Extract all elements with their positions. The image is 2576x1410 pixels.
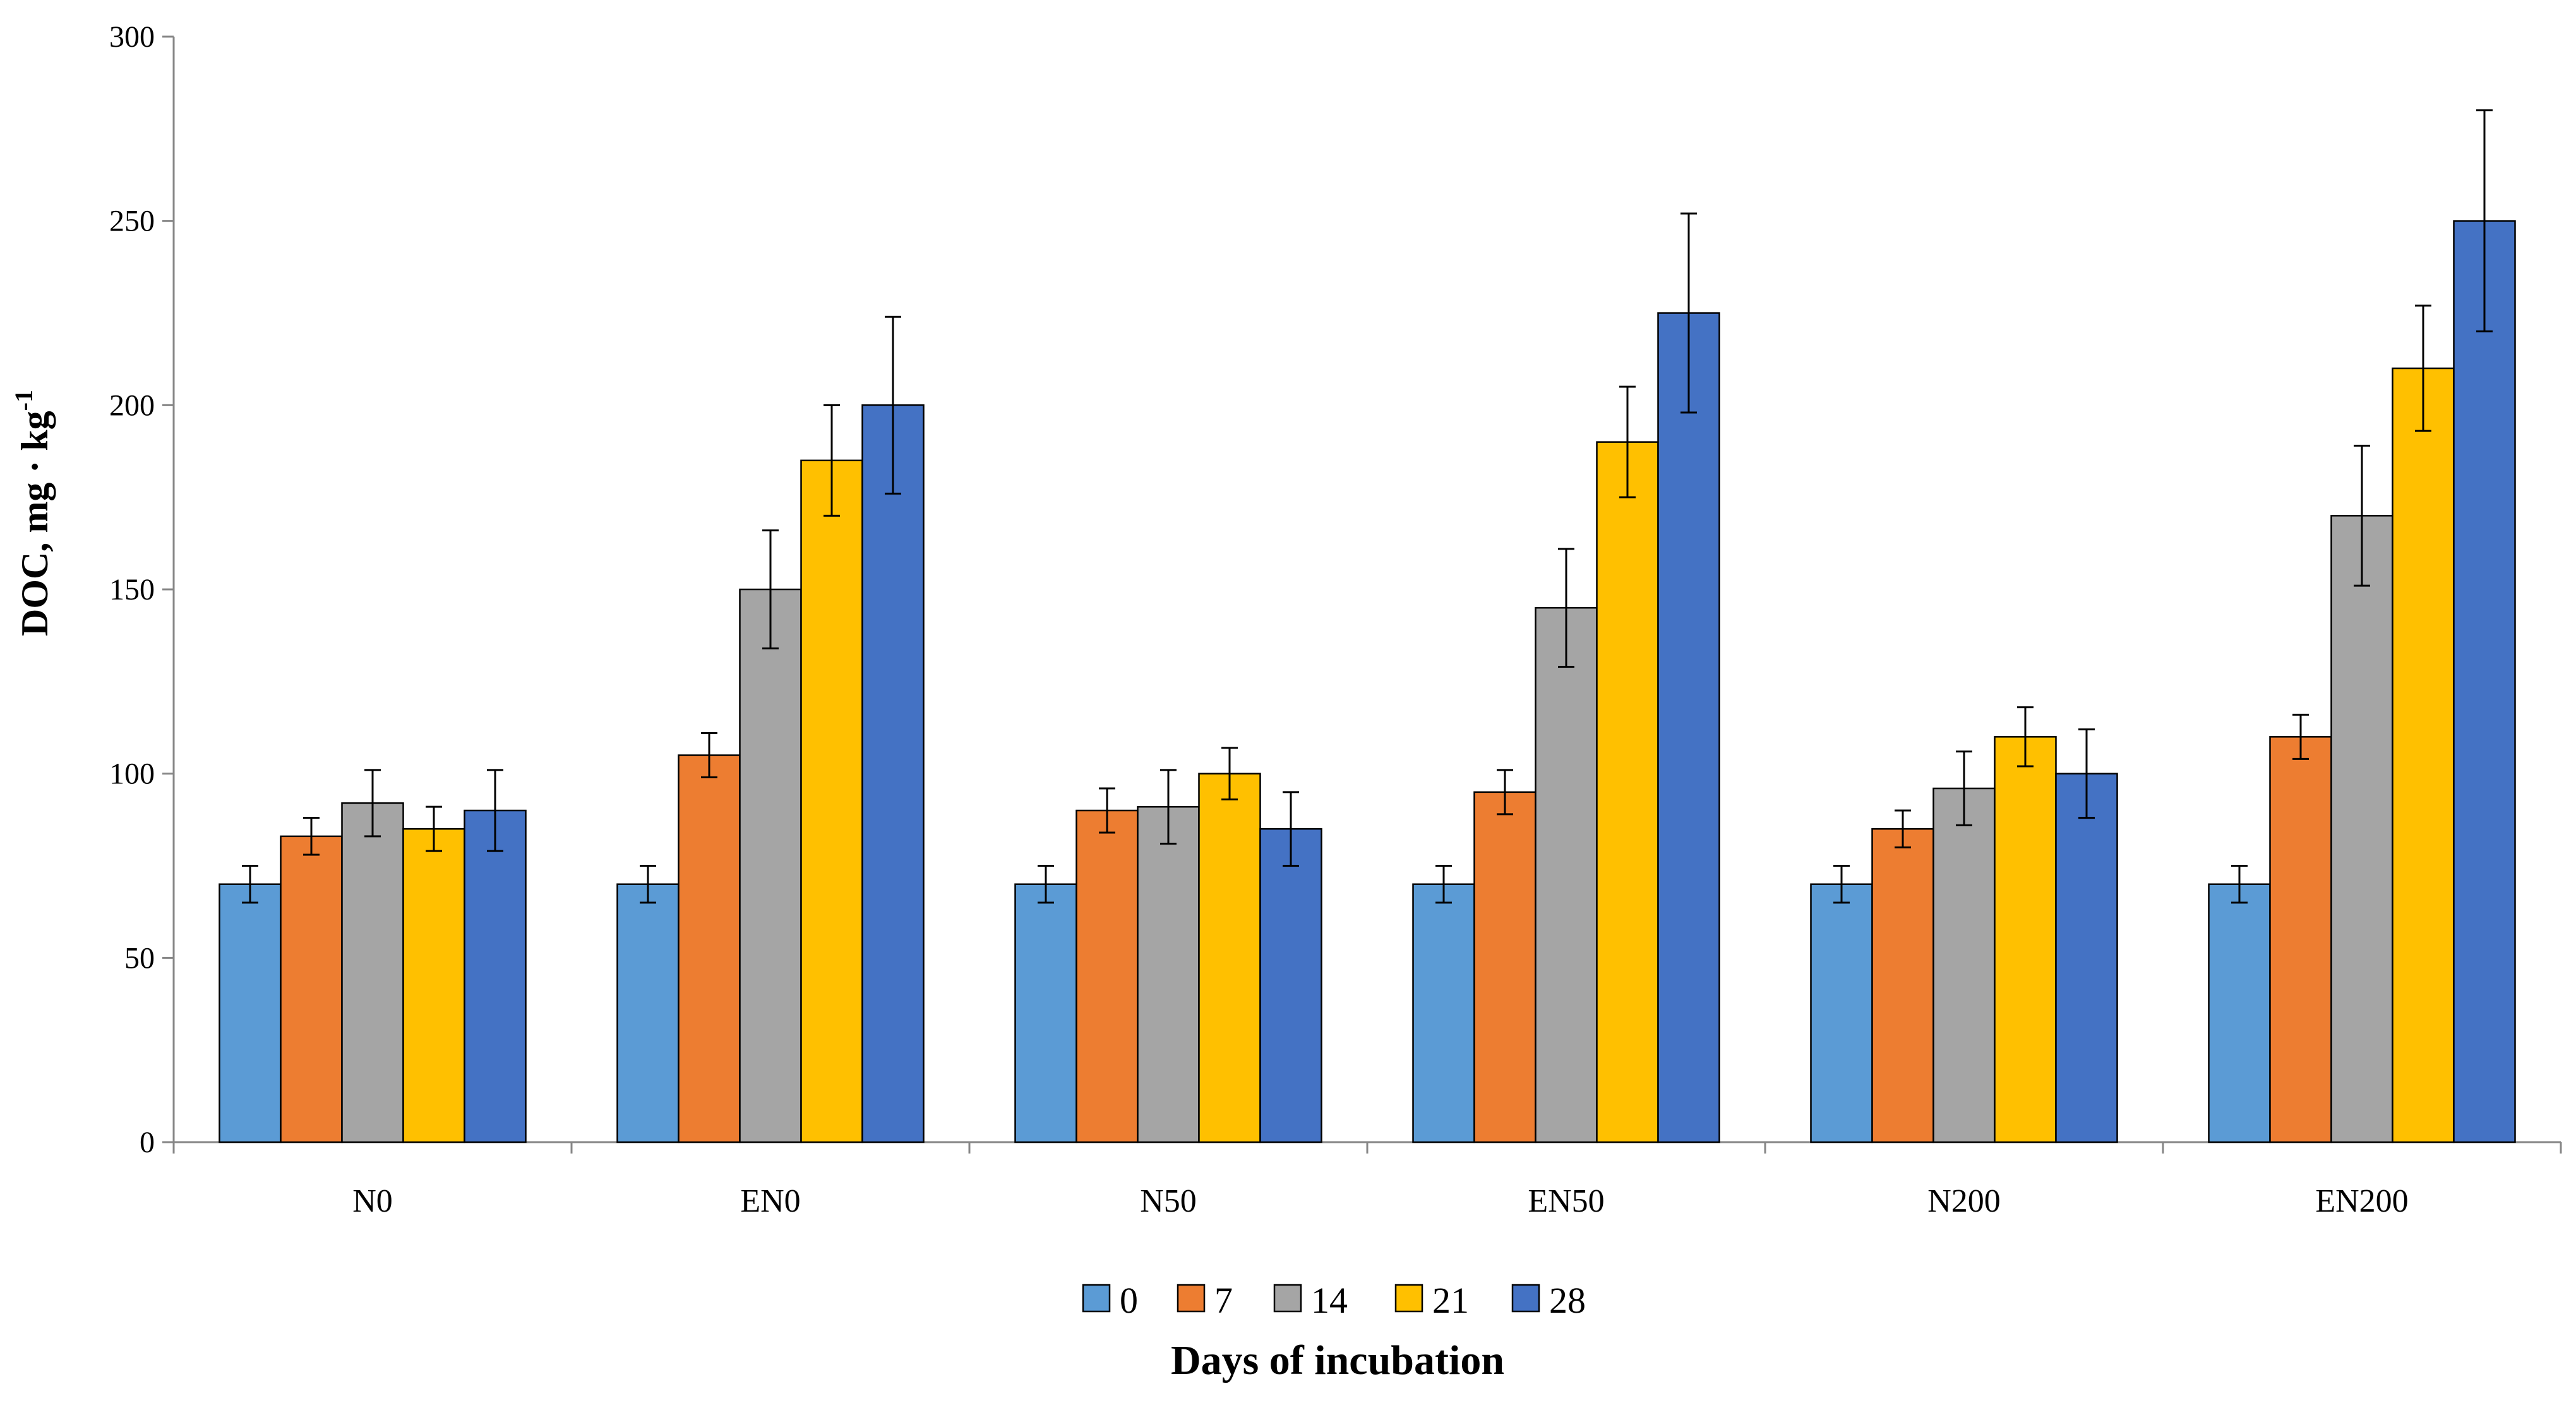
error-bar-N0-day0 xyxy=(242,865,258,904)
legend-swatch xyxy=(1273,1284,1302,1313)
error-bar-EN0-day0 xyxy=(640,865,656,904)
bars-layer xyxy=(219,220,2516,1143)
error-bar-EN50-day7 xyxy=(1497,769,1513,816)
error-bar-N50-day28 xyxy=(1283,791,1299,867)
error-bar-N0-day14 xyxy=(364,769,381,838)
legend-label: 7 xyxy=(1214,1280,1233,1321)
error-bar-EN0-day21 xyxy=(824,404,840,517)
bar-EN50-day21 xyxy=(1596,441,1659,1143)
bar-EN200-day28 xyxy=(2453,220,2516,1143)
y-tick-label: 250 xyxy=(109,205,155,238)
legend-item-day14: 14 xyxy=(1273,1280,1348,1321)
bar-N200-day7 xyxy=(1871,828,1934,1143)
y-axis-title: DOC, mg · kg-1 xyxy=(9,390,56,636)
x-axis-title: Days of incubation xyxy=(1171,1337,1504,1383)
bar-EN0-day14 xyxy=(739,588,802,1143)
error-bar-EN50-day14 xyxy=(1558,548,1574,668)
error-bar-N50-day0 xyxy=(1038,865,1054,904)
bar-EN0-day7 xyxy=(678,754,741,1143)
bar-EN200-day0 xyxy=(2208,883,2271,1143)
error-bar-N50-day21 xyxy=(1221,747,1238,800)
bar-EN50-day7 xyxy=(1473,791,1537,1143)
bar-N0-day0 xyxy=(219,883,282,1143)
legend: 0 7 14 21 28 xyxy=(1082,1280,1586,1321)
x-tick-label: EN50 xyxy=(1528,1183,1604,1219)
error-bars-layer xyxy=(242,109,2493,904)
bar-N200-day14 xyxy=(1932,787,1996,1143)
bar-N50-day28 xyxy=(1259,828,1322,1143)
bar-EN200-day21 xyxy=(2392,367,2455,1143)
error-bar-EN50-day0 xyxy=(1435,865,1452,904)
bar-EN50-day14 xyxy=(1535,606,1598,1143)
error-bar-EN0-day14 xyxy=(762,529,779,649)
bar-N0-day28 xyxy=(464,809,527,1143)
y-tick-label: 300 xyxy=(109,20,155,54)
x-tick-label: EN0 xyxy=(740,1183,800,1219)
error-bar-EN0-day28 xyxy=(885,315,901,495)
bar-N200-day28 xyxy=(2055,773,2118,1143)
error-bar-N0-day21 xyxy=(426,805,442,852)
legend-label: 28 xyxy=(1549,1280,1586,1321)
bar-EN50-day28 xyxy=(1657,312,1720,1143)
error-bar-EN200-day21 xyxy=(2415,304,2431,432)
bar-N50-day21 xyxy=(1198,773,1261,1143)
bar-EN0-day21 xyxy=(800,459,863,1143)
legend-label: 21 xyxy=(1432,1280,1469,1321)
y-tick-label: 150 xyxy=(109,573,155,606)
error-bar-EN50-day28 xyxy=(1680,212,1697,414)
error-bar-EN50-day21 xyxy=(1619,385,1636,498)
x-tick-label: EN200 xyxy=(2315,1183,2408,1219)
legend-swatch xyxy=(1177,1284,1206,1313)
y-tick-label: 50 xyxy=(124,941,155,975)
error-bar-EN0-day7 xyxy=(701,732,717,778)
bar-N0-day21 xyxy=(402,828,465,1143)
error-bar-N200-day21 xyxy=(2017,706,2034,768)
y-tick-label: 100 xyxy=(109,757,155,791)
bar-N50-day0 xyxy=(1014,883,1077,1143)
x-tick-label: N0 xyxy=(352,1183,393,1219)
x-tick-label: N50 xyxy=(1140,1183,1197,1219)
bar-EN50-day0 xyxy=(1412,883,1475,1143)
x-tick-label: N200 xyxy=(1927,1183,2001,1219)
error-bar-N200-day28 xyxy=(2078,728,2095,819)
legend-swatch xyxy=(1394,1284,1423,1313)
legend-swatch xyxy=(1082,1284,1111,1313)
legend-label: 0 xyxy=(1120,1280,1138,1321)
axes-layer: 0 50 100 150 200 250 300 N0 EN0 N50 EN50 N200 EN200 xyxy=(109,20,2562,1219)
bar-N0-day7 xyxy=(280,835,343,1143)
legend-item-day0: 0 xyxy=(1082,1280,1138,1321)
bar-EN200-day14 xyxy=(2330,515,2393,1143)
bar-N50-day7 xyxy=(1075,809,1139,1143)
error-bar-N200-day0 xyxy=(1833,865,1850,904)
y-tick-label: 0 xyxy=(140,1126,155,1159)
bar-N0-day14 xyxy=(341,802,404,1143)
legend-item-day28: 28 xyxy=(1511,1280,1586,1321)
bar-EN0-day0 xyxy=(616,883,680,1143)
bar-EN200-day7 xyxy=(2269,736,2332,1143)
bar-N200-day21 xyxy=(1994,736,2057,1143)
error-bar-N50-day14 xyxy=(1160,769,1177,845)
legend-label: 14 xyxy=(1311,1280,1348,1321)
error-bar-N50-day7 xyxy=(1099,787,1115,834)
error-bar-N0-day28 xyxy=(487,769,503,852)
error-bar-N0-day7 xyxy=(303,817,320,856)
error-bar-EN200-day7 xyxy=(2292,713,2309,760)
error-bar-EN200-day28 xyxy=(2476,109,2493,333)
error-bar-EN200-day0 xyxy=(2231,865,2248,904)
legend-swatch xyxy=(1511,1284,1540,1313)
legend-item-day21: 21 xyxy=(1394,1280,1469,1321)
bar-EN0-day28 xyxy=(861,404,925,1143)
error-bar-N200-day14 xyxy=(1956,750,1972,826)
y-tick-label: 200 xyxy=(109,389,155,422)
legend-item-day7: 7 xyxy=(1177,1280,1233,1321)
error-bar-EN200-day14 xyxy=(2354,445,2370,587)
bar-N200-day0 xyxy=(1810,883,1873,1143)
bar-N50-day14 xyxy=(1137,805,1200,1143)
error-bar-N200-day7 xyxy=(1895,809,1911,848)
